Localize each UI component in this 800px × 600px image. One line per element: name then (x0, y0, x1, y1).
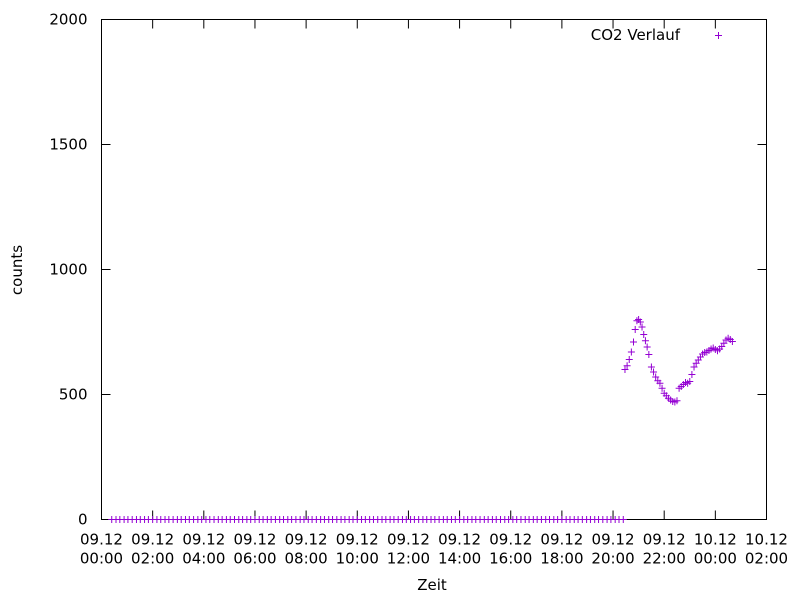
legend-label: CO2 Verlauf (591, 26, 681, 44)
x-tick-label-time: 12:00 (387, 550, 430, 568)
data-point (690, 363, 698, 371)
legend-plus-marker (715, 32, 722, 39)
x-tick-label-date: 09.12 (489, 531, 532, 549)
data-point (627, 348, 635, 356)
data-point (688, 371, 696, 378)
plot-frame (101, 19, 767, 520)
x-tick-label-date: 09.12 (592, 531, 635, 549)
x-tick-label-date: 09.12 (540, 531, 583, 549)
data-point (686, 378, 694, 385)
y-axis: 0 500 1000 1500 2000 (49, 11, 767, 529)
y-tick-label: 1500 (49, 136, 87, 154)
x-tick-label-date: 10.12 (694, 531, 737, 549)
x-axis-label: Zeit (417, 576, 447, 594)
x-tick-label-date: 09.12 (643, 531, 686, 549)
data-point (650, 368, 658, 376)
data-point (656, 379, 664, 387)
x-tick-label-time: 02:00 (131, 550, 174, 568)
data-point (638, 323, 646, 331)
data-point (728, 338, 736, 345)
data-point (645, 351, 653, 358)
x-tick-label-time: 04:00 (182, 550, 225, 568)
x-tick-label-time: 06:00 (233, 550, 276, 568)
y-tick-label: 1000 (49, 261, 87, 279)
data-point (673, 397, 681, 405)
x-tick-label-time: 22:00 (643, 550, 686, 568)
y-tick-label: 500 (59, 386, 88, 404)
y-tick-label: 2000 (49, 11, 87, 29)
x-tick-label-time: 18:00 (540, 550, 583, 568)
data-point (641, 337, 649, 345)
data-point (619, 516, 627, 523)
x-tick-label-time: 00:00 (694, 550, 737, 568)
x-tick-label-date: 09.12 (182, 531, 225, 549)
x-tick-label-time: 08:00 (284, 550, 327, 568)
legend-marker (715, 32, 722, 39)
data-point (625, 356, 633, 363)
x-tick-label-time: 20:00 (591, 550, 634, 568)
data-point (658, 384, 666, 392)
x-tick-label-time: 14:00 (438, 550, 481, 568)
data-point (623, 362, 631, 370)
data-point (636, 318, 644, 326)
series-marks (108, 316, 736, 523)
y-tick-label: 0 (78, 511, 88, 529)
x-tick-label-time: 02:00 (745, 550, 788, 568)
data-point (652, 373, 660, 381)
data-point (630, 338, 637, 346)
x-tick-label-date: 09.12 (80, 531, 123, 549)
x-tick-label-date: 10.12 (745, 531, 788, 549)
x-tick-label-date: 09.12 (131, 531, 174, 549)
data-point (621, 366, 629, 373)
x-tick-label-time: 00:00 (80, 550, 123, 568)
x-axis: 09.1200:0009.1202:0009.1204:0009.1206:00… (80, 19, 788, 568)
y-axis-label: counts (8, 245, 26, 295)
x-tick-label-date: 09.12 (336, 531, 379, 549)
data-point (640, 331, 648, 338)
x-tick-label-time: 16:00 (489, 550, 532, 568)
data-point (647, 363, 655, 371)
x-tick-label-date: 09.12 (285, 531, 328, 549)
x-tick-label-date: 09.12 (387, 531, 430, 549)
x-tick-label-time: 10:00 (336, 550, 379, 568)
x-tick-label-date: 09.12 (438, 531, 481, 549)
data-point (643, 343, 651, 351)
legend: CO2 Verlauf (591, 26, 722, 44)
data-point (633, 317, 641, 325)
data-point (631, 326, 639, 333)
x-tick-label-date: 09.12 (233, 531, 276, 549)
